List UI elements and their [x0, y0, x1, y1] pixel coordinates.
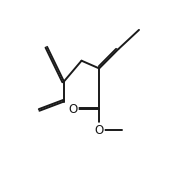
Text: O: O — [94, 124, 104, 137]
Text: O: O — [68, 103, 78, 116]
